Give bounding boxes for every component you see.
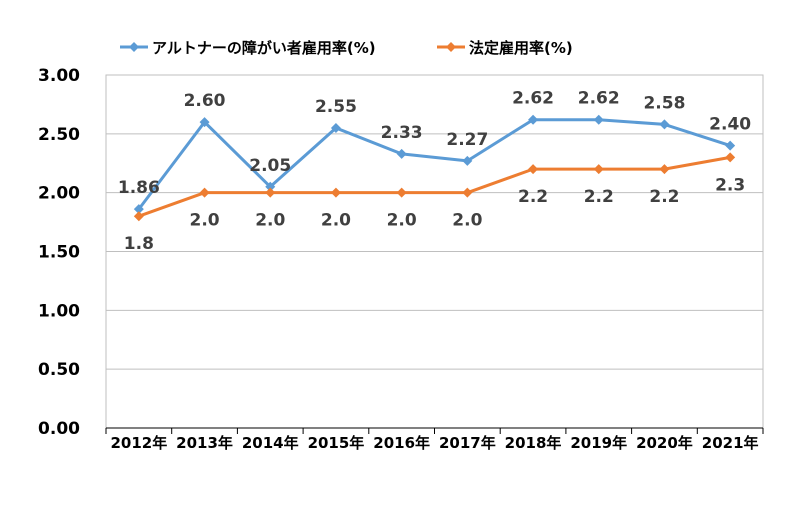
data-point-marker	[396, 187, 407, 198]
legend-item-1: アルトナーの障がい者雇用率(%)	[120, 39, 376, 57]
data-point-marker	[462, 187, 473, 198]
data-label: 2.60	[184, 91, 226, 111]
data-label: 2.58	[643, 93, 685, 113]
data-point-marker	[725, 140, 736, 151]
data-label: 2.27	[446, 130, 488, 150]
x-tick-label: 2013年	[176, 434, 233, 452]
y-tick-label: 2.50	[38, 125, 80, 145]
data-point-marker	[330, 187, 341, 198]
x-tick-label: 2020年	[636, 434, 693, 452]
legend-marker	[129, 42, 139, 52]
data-label: 2.0	[189, 211, 219, 231]
data-point-marker	[265, 187, 276, 198]
data-point-marker	[528, 114, 539, 125]
data-point-marker	[725, 152, 736, 163]
series-line-1	[137, 118, 731, 211]
y-tick-label: 1.50	[38, 243, 80, 263]
legend-marker	[446, 42, 456, 52]
data-point-marker	[593, 114, 604, 125]
data-label: 2.2	[518, 187, 548, 207]
data-label: 2.0	[452, 211, 482, 231]
data-label: 2.2	[584, 187, 614, 207]
x-tick-label: 2017年	[439, 434, 496, 452]
data-point-marker	[659, 164, 670, 175]
data-label: 2.62	[578, 89, 620, 109]
data-label: 2.0	[387, 211, 417, 231]
data-labels: 1.86 2.60 2.05 2.55 2.33 2.27 2.62 2.62 2.58 2.40…	[118, 89, 751, 254]
data-point-marker	[133, 204, 144, 215]
data-label: 2.0	[255, 211, 285, 231]
data-point-marker	[199, 117, 210, 128]
data-point-marker	[593, 164, 604, 175]
x-tick-label: 2019年	[570, 434, 627, 452]
x-tick-label: 2018年	[505, 434, 562, 452]
y-tick-label: 3.00	[38, 66, 80, 86]
data-label: 2.05	[249, 156, 291, 176]
data-label: 2.33	[381, 123, 423, 143]
data-point-marker	[330, 122, 341, 133]
x-tick-label: 2016年	[373, 434, 430, 452]
data-label: 2.40	[709, 115, 751, 135]
data-point-marker	[199, 187, 210, 198]
series-lines	[133, 114, 736, 222]
data-point-marker	[659, 119, 670, 130]
data-label: 2.3	[715, 175, 745, 195]
y-tick-label: 0.50	[38, 360, 80, 380]
y-tick-label: 2.00	[38, 184, 80, 204]
data-point-marker	[528, 164, 539, 175]
series-line-2	[138, 155, 731, 218]
data-label: 2.0	[321, 211, 351, 231]
data-point-marker	[265, 181, 276, 192]
legend-item-2: 法定雇用率(%)	[437, 39, 573, 57]
legend-label: 法定雇用率(%)	[469, 39, 573, 57]
data-point-marker	[396, 148, 407, 159]
data-label: 1.8	[124, 234, 154, 254]
legend-label: アルトナーの障がい者雇用率(%)	[152, 39, 376, 57]
data-label: 2.2	[649, 187, 679, 207]
legend: アルトナーの障がい者雇用率(%) 法定雇用率(%)	[120, 39, 573, 57]
x-tick-label: 2015年	[308, 434, 365, 452]
x-tick-label: 2012年	[110, 434, 167, 452]
x-tick-label: 2021年	[702, 434, 759, 452]
data-label: 1.86	[118, 178, 160, 198]
y-tick-label: 1.00	[38, 301, 80, 321]
data-label: 2.55	[315, 97, 357, 117]
y-tick-label: 0.00	[38, 419, 80, 439]
axes: 0.00 0.50 1.00 1.50 2.00 2.50 3.00 2012年 2013年 20…	[38, 66, 764, 452]
x-tick-label: 2014年	[242, 434, 299, 452]
data-point-marker	[133, 211, 144, 222]
data-point-marker	[462, 155, 473, 166]
data-label: 2.62	[512, 89, 554, 109]
